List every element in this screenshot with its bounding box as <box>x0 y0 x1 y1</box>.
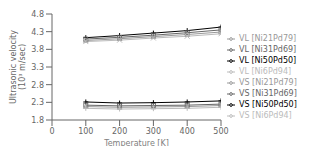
html-text:VS [Ni6Pd94]: VS [Ni6Pd94] <box>239 111 292 120</box>
html-text:VS [Ni50Pd50]: VS [Ni50Pd50] <box>239 100 297 109</box>
svg-text:100: 100 <box>78 127 93 136</box>
svg-text:Ultrasonic velocity(10³ m/sec): Ultrasonic velocity(10³ m/sec) <box>9 30 27 104</box>
svg-text:0: 0 <box>49 127 54 136</box>
html-text:VL [Ni21Pd79]: VL [Ni21Pd79] <box>239 34 297 43</box>
html-text:VS [Ni31Pd69]: VS [Ni31Pd69] <box>239 89 297 98</box>
html-text:VL [Ni31Pd69]: VL [Ni31Pd69] <box>239 45 297 54</box>
svg-text:1.8: 1.8 <box>31 116 44 125</box>
svg-text:400: 400 <box>180 127 195 136</box>
svg-text:2.3: 2.3 <box>31 98 44 107</box>
svg-text:2.8: 2.8 <box>31 81 44 90</box>
svg-text:3.3: 3.3 <box>31 63 44 72</box>
html-text:VS [Ni21Pd79]: VS [Ni21Pd79] <box>239 78 297 87</box>
html-text:VL [Ni6Pd94]: VL [Ni6Pd94] <box>239 67 292 76</box>
html-text:VL [Ni50Pd50]: VL [Ni50Pd50] <box>239 56 297 65</box>
svg-text:300: 300 <box>146 127 161 136</box>
svg-text:4.8: 4.8 <box>31 10 44 19</box>
svg-text:500: 500 <box>213 127 228 136</box>
svg-text:Temperature [K]: Temperature [K] <box>103 139 169 146</box>
svg-text:3.8: 3.8 <box>31 45 44 54</box>
svg-text:4.3: 4.3 <box>31 28 44 37</box>
svg-text:200: 200 <box>112 127 127 136</box>
